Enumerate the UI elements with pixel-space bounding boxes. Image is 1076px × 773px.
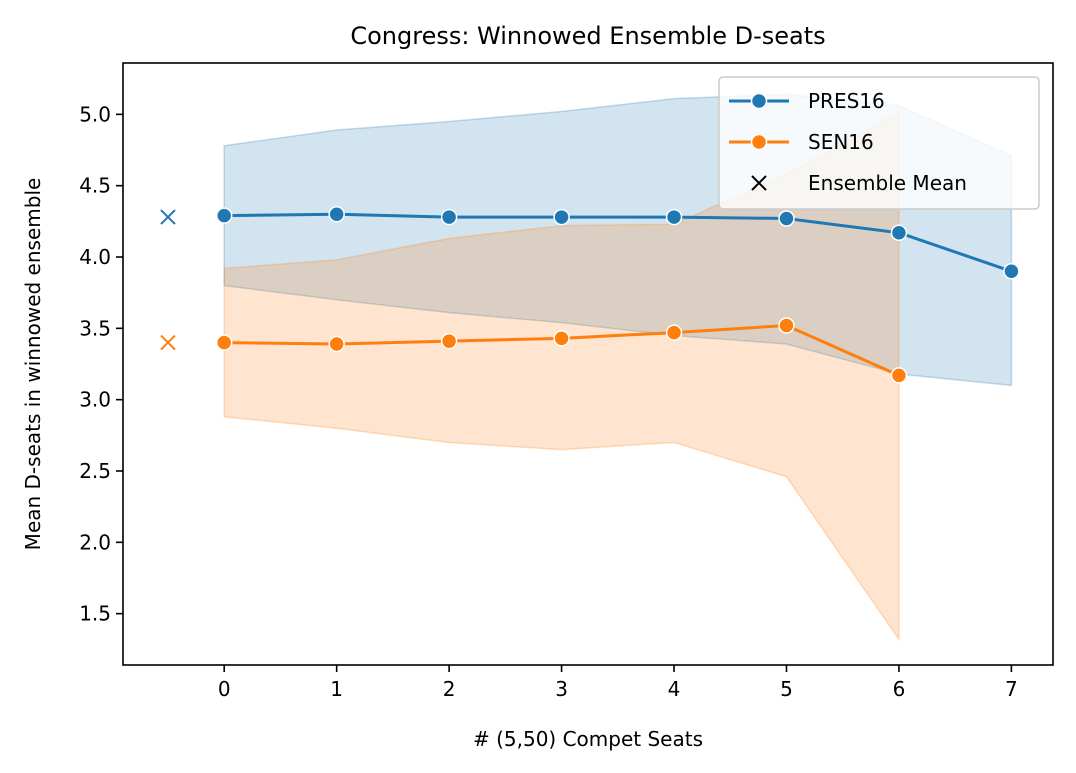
x-tick-label: 3 — [555, 677, 568, 701]
ensemble-mean-sen16 — [160, 334, 176, 351]
y-axis-ticks: 1.5 2.0 2.5 3.0 3.5 4.0 4.5 5.0 — [79, 102, 123, 626]
y-tick-label: 2.5 — [79, 459, 111, 483]
y-tick-label: 4.0 — [79, 245, 111, 269]
point-pres16-1 — [328, 205, 345, 223]
y-tick-label: 3.5 — [79, 316, 111, 340]
legend-item-sen16: SEN16 — [729, 130, 874, 154]
y-axis-label: Mean D-seats in winnowed ensemble — [21, 178, 45, 551]
x-tick-label: 1 — [330, 677, 343, 701]
point-sen16-3 — [553, 330, 570, 347]
y-tick-label: 1.5 — [79, 602, 111, 626]
y-tick-label: 5.0 — [79, 102, 111, 126]
ensemble-mean-pres16 — [160, 209, 176, 225]
ensemble-mean-markers — [160, 209, 176, 351]
legend: PRES16 SEN16 Ensemble Mean — [718, 76, 1040, 210]
legend-item-ensemble-mean: Ensemble Mean — [751, 171, 967, 195]
point-pres16-4 — [665, 208, 683, 226]
point-sen16-1 — [328, 335, 345, 353]
x-tick-label: 7 — [1005, 677, 1018, 701]
series-markers — [215, 205, 1020, 384]
y-tick-label: 4.5 — [79, 174, 111, 198]
legend-label: Ensemble Mean — [808, 171, 967, 195]
legend-label: SEN16 — [808, 130, 874, 154]
point-sen16-2 — [440, 332, 458, 350]
point-sen16-5 — [778, 317, 795, 334]
point-sen16-4 — [665, 324, 683, 341]
point-pres16-3 — [553, 208, 570, 226]
y-tick-label: 3.0 — [79, 388, 111, 412]
plot-frame — [122, 62, 1054, 666]
point-pres16-6 — [890, 224, 908, 242]
point-sen16-0 — [215, 334, 233, 351]
x-tick-label: 5 — [780, 677, 793, 701]
axes — [122, 62, 1054, 666]
point-pres16-0 — [215, 207, 233, 224]
x-tick-label: 6 — [893, 677, 906, 701]
point-sen16-6 — [890, 367, 908, 384]
legend-label: PRES16 — [808, 89, 885, 113]
y-tick-label: 2.0 — [79, 530, 111, 554]
x-tick-label: 2 — [443, 677, 456, 701]
x-tick-label: 0 — [218, 677, 231, 701]
point-pres16-7 — [1003, 263, 1020, 280]
chart-title: Congress: Winnowed Ensemble D-seats — [350, 22, 825, 50]
line-pres16 — [224, 212, 1012, 273]
point-pres16-2 — [440, 208, 458, 226]
x-axis-label: # (5,50) Compet Seats — [473, 727, 703, 751]
legend-box — [718, 76, 1040, 210]
x-axis-ticks: 0 1 2 3 4 5 6 7 — [218, 665, 1018, 701]
x-tick-label: 4 — [668, 677, 681, 701]
band-sen16 — [223, 110, 900, 642]
point-pres16-5 — [778, 210, 795, 227]
legend-item-pres16: PRES16 — [729, 89, 885, 113]
